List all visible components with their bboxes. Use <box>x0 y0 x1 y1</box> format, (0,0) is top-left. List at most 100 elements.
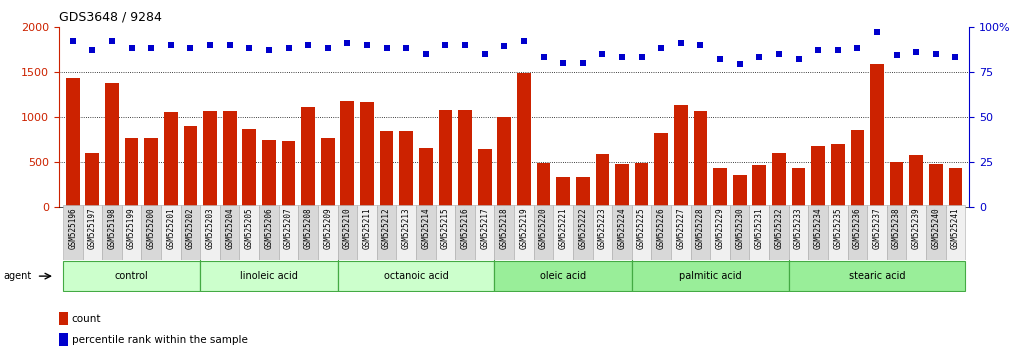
Text: GSM525208: GSM525208 <box>304 207 312 249</box>
Text: GSM525214: GSM525214 <box>421 207 430 249</box>
Bar <box>223 112 237 207</box>
Text: GSM525218: GSM525218 <box>499 207 508 249</box>
Point <box>810 47 826 53</box>
Text: GSM525213: GSM525213 <box>402 207 411 249</box>
Text: GSM525217: GSM525217 <box>480 207 489 249</box>
Text: GSM525196: GSM525196 <box>68 207 77 249</box>
Point <box>182 45 198 51</box>
Text: GSM525236: GSM525236 <box>853 207 861 249</box>
Bar <box>828 205 847 260</box>
Bar <box>379 131 394 207</box>
Bar <box>654 133 668 207</box>
Text: GSM525240: GSM525240 <box>932 207 941 249</box>
Bar <box>868 205 887 260</box>
Bar <box>534 205 553 260</box>
Text: GSM525203: GSM525203 <box>205 207 215 249</box>
FancyBboxPatch shape <box>494 262 632 291</box>
Bar <box>59 312 68 325</box>
Bar <box>847 205 868 260</box>
Bar <box>674 105 687 207</box>
Point <box>457 42 473 47</box>
Bar <box>183 126 197 207</box>
Point <box>437 42 454 47</box>
Text: GSM525219: GSM525219 <box>520 207 529 249</box>
Bar <box>691 205 710 260</box>
Text: GSM525215: GSM525215 <box>441 207 450 249</box>
Bar <box>730 205 750 260</box>
Bar <box>753 165 766 207</box>
Text: GSM525209: GSM525209 <box>323 207 333 249</box>
Bar <box>376 205 397 260</box>
Bar <box>517 73 531 207</box>
Bar <box>478 149 491 207</box>
Bar <box>573 205 593 260</box>
FancyBboxPatch shape <box>338 262 494 291</box>
Bar <box>279 205 298 260</box>
Text: GSM525239: GSM525239 <box>911 207 920 249</box>
Text: GSM525221: GSM525221 <box>558 207 567 249</box>
Point <box>398 45 414 51</box>
Bar <box>397 205 416 260</box>
Bar <box>713 168 727 207</box>
Point <box>260 47 277 53</box>
Text: GSM525224: GSM525224 <box>617 207 626 249</box>
Point <box>516 38 532 44</box>
Point <box>947 55 963 60</box>
Text: GSM525198: GSM525198 <box>108 207 117 249</box>
Bar <box>125 138 138 207</box>
Bar <box>181 205 200 260</box>
Text: GSM525229: GSM525229 <box>716 207 724 249</box>
Point <box>830 47 846 53</box>
Bar <box>750 205 769 260</box>
Bar <box>259 205 279 260</box>
Bar <box>553 205 573 260</box>
Point <box>752 55 768 60</box>
Bar <box>596 154 609 207</box>
Bar <box>105 84 119 207</box>
Text: stearic acid: stearic acid <box>849 271 905 281</box>
Point <box>340 40 356 46</box>
Bar <box>809 205 828 260</box>
Bar <box>59 333 68 346</box>
Text: GSM525235: GSM525235 <box>833 207 842 249</box>
Bar <box>66 78 79 207</box>
Bar <box>615 164 629 207</box>
Point <box>672 40 689 46</box>
Point <box>928 51 944 56</box>
Bar <box>475 205 494 260</box>
Text: GSM525197: GSM525197 <box>87 207 97 249</box>
Bar <box>318 205 338 260</box>
FancyBboxPatch shape <box>632 262 789 291</box>
FancyBboxPatch shape <box>789 262 965 291</box>
Bar <box>262 140 276 207</box>
Bar <box>321 138 335 207</box>
Point <box>123 45 139 51</box>
Text: GSM525234: GSM525234 <box>814 207 823 249</box>
Bar <box>812 146 825 207</box>
Text: GSM525228: GSM525228 <box>696 207 705 249</box>
Point <box>535 55 551 60</box>
Point <box>634 55 650 60</box>
Bar <box>419 148 432 207</box>
Bar <box>341 102 354 207</box>
Point <box>300 42 316 47</box>
Text: count: count <box>71 314 102 324</box>
Point <box>418 51 434 56</box>
Bar <box>652 205 671 260</box>
Bar <box>360 102 374 207</box>
Text: agent: agent <box>3 271 32 281</box>
Text: oleic acid: oleic acid <box>540 271 586 281</box>
Bar <box>514 205 534 260</box>
Bar <box>200 205 220 260</box>
Point <box>712 56 728 62</box>
Bar <box>537 163 550 207</box>
Point <box>359 42 375 47</box>
Point <box>594 51 610 56</box>
Bar <box>831 144 845 207</box>
Bar <box>733 176 746 207</box>
Bar <box>791 168 805 207</box>
Bar <box>871 64 884 207</box>
Point <box>496 44 513 49</box>
Bar <box>494 205 514 260</box>
Bar <box>890 162 903 207</box>
